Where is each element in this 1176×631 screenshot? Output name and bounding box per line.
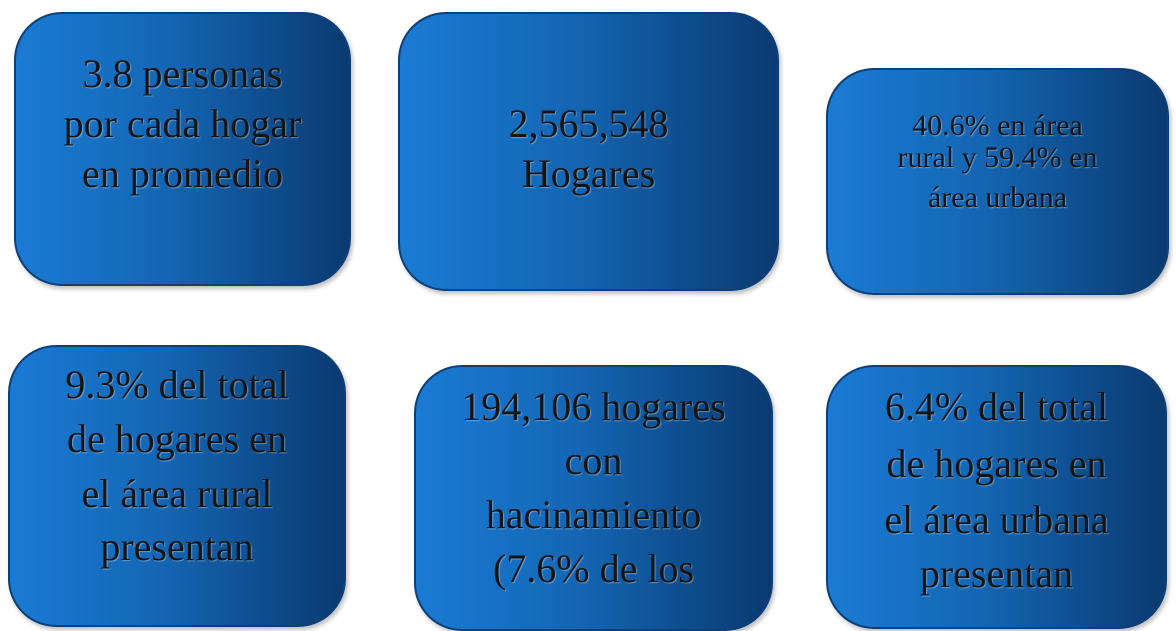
box-text: en promedio xyxy=(81,151,284,196)
box-text: rural y 59.4% en xyxy=(897,141,1098,174)
box-text: el área urbana xyxy=(884,497,1109,542)
info-box: 194,106 hogares con hacinamiento (7.6% de l… xyxy=(414,365,773,631)
box-text: 2,565,548 xyxy=(508,101,669,146)
box-text: presentan xyxy=(100,524,254,569)
box-text: 194,106 hogares xyxy=(461,384,726,429)
info-box: 2,565,548 Hogares xyxy=(398,12,779,291)
box-text: con xyxy=(564,438,623,483)
box-text: por cada hogar xyxy=(63,101,302,146)
box-text: de hogares en xyxy=(886,441,1107,486)
info-box: 3.8 personas por cada hogar en promedio xyxy=(14,12,351,286)
box-text: área urbana xyxy=(927,181,1068,214)
info-box: 6.4% del total de hogares en el área urban… xyxy=(826,365,1167,629)
box-text: de hogares en xyxy=(67,416,287,461)
box-text: presentan xyxy=(919,551,1074,596)
info-box: 9.3% del total de hogares en el área rural… xyxy=(8,345,346,627)
box-text: 6.4% del total xyxy=(884,384,1109,429)
box-text: 9.3% del total xyxy=(65,362,289,407)
box-text: 40.6% en área xyxy=(912,109,1083,142)
box-text: hacinamiento xyxy=(485,492,702,537)
box-text: 3.8 personas xyxy=(82,51,283,96)
box-text: (7.6% de los xyxy=(492,546,695,591)
box-text: el área rural xyxy=(81,471,273,516)
box-text: Hogares xyxy=(521,151,656,196)
info-box: 40.6% en área rural y 59.4% en área urbana xyxy=(826,68,1169,295)
